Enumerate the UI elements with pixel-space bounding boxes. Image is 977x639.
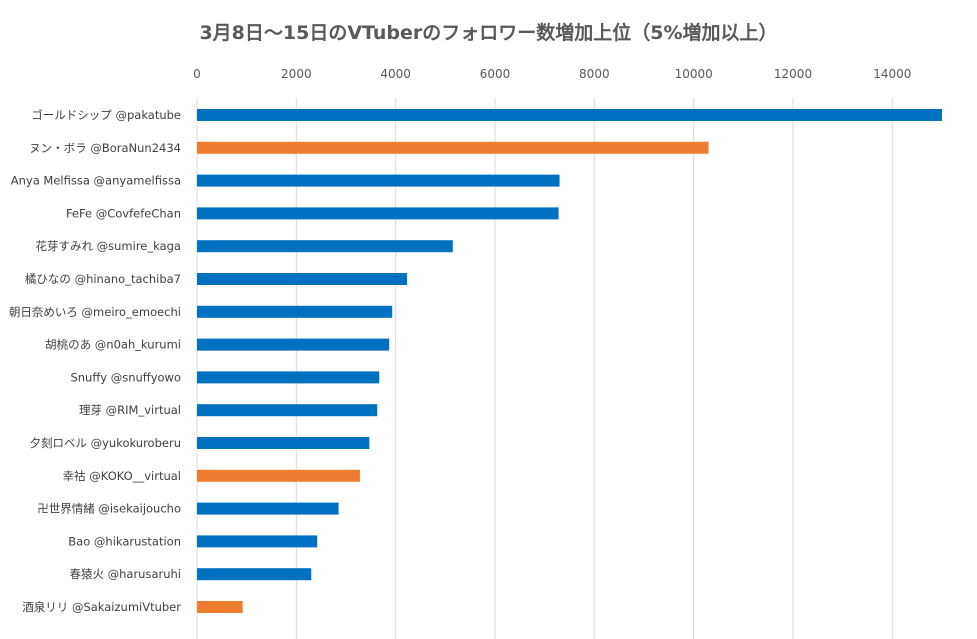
bar [197, 174, 560, 187]
chart-title: 3月8日〜15日のVTuberのフォロワー数増加上位（5%増加以上） [199, 22, 778, 44]
x-tick-label: 14000 [873, 67, 911, 81]
x-tick-label: 12000 [774, 67, 812, 81]
x-tick-label: 2000 [281, 67, 312, 81]
category-label: 橘ひなの @hinano_tachiba7 [25, 272, 181, 286]
bar [197, 535, 318, 548]
gridlines [196, 98, 893, 639]
category-label: 夕刻ロベル @yukokuroberu [29, 436, 181, 450]
bar [197, 109, 942, 121]
category-label: FeFe @CovfefeChan [66, 206, 181, 220]
category-label: 花芽すみれ @sumire_kaga [36, 239, 182, 253]
bar [197, 404, 378, 417]
category-label: Anya Melfissa @anyamelfissa [11, 174, 181, 188]
x-tick-label: 6000 [480, 67, 511, 81]
category-label: ゴールドシップ @pakatube [31, 108, 181, 122]
x-tick-label: 4000 [380, 67, 411, 81]
category-labels: ゴールドシップ @pakatube ヌン・ボラ @BoraNun2434 Anya … [9, 108, 181, 614]
bar [197, 240, 453, 253]
bar [197, 273, 408, 285]
category-label: 理芽 @RIM_virtual [79, 403, 181, 417]
bar [197, 305, 393, 318]
bar [197, 437, 370, 449]
bar [197, 601, 243, 613]
bar [197, 207, 559, 220]
category-label: 胡桃のあ @n0ah_kurumi [45, 338, 181, 352]
category-label: 卍世界情緒 @isekaijoucho [37, 502, 181, 516]
bar [197, 371, 380, 384]
bars [197, 109, 942, 613]
category-label: Snuffy @snuffyowo [70, 370, 181, 384]
category-label: 春猿火 @harusaruhi [69, 567, 181, 581]
bar [197, 469, 360, 482]
x-tick-label: 8000 [579, 67, 610, 81]
category-label: 酒泉リリ @SakaizumiVtuber [22, 600, 181, 614]
bar [197, 568, 312, 581]
category-label: 幸祜 @KOKO__virtual [63, 469, 181, 483]
bar [197, 338, 390, 351]
x-axis-ticks: 0 2000 4000 6000 8000 10000 12000 14000 [193, 67, 911, 81]
x-tick-label: 10000 [675, 67, 713, 81]
category-label: ヌン・ボラ @BoraNun2434 [29, 141, 181, 155]
bar [197, 141, 709, 154]
category-label: Bao @hikarustation [68, 534, 181, 548]
x-tick-label: 0 [193, 67, 201, 81]
category-label: 朝日奈めいろ @meiro_emoechi [9, 305, 181, 319]
bar [197, 502, 339, 515]
